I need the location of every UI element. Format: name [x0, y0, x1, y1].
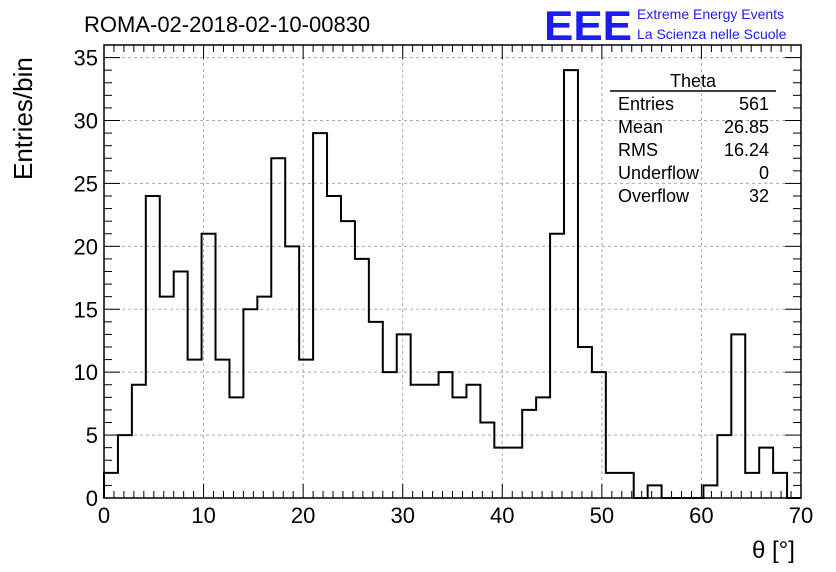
histogram-bin [703, 485, 717, 498]
histogram-bin [648, 485, 662, 498]
histogram-bin [453, 397, 467, 498]
y-tick-label: 15 [74, 297, 98, 322]
stats-title: Theta [670, 71, 717, 91]
histogram-bin [494, 448, 508, 498]
histogram-bin [606, 473, 620, 498]
histogram-bin [480, 423, 494, 499]
histogram-bin [425, 385, 439, 498]
tick-labels: 0 10 20 30 40 50 60 70 0 5 10 15 20 25 30 35 [74, 46, 814, 528]
histogram-bin [522, 410, 536, 498]
y-tick-label: 25 [74, 171, 98, 196]
histogram-bin [243, 309, 257, 498]
histogram-bin [508, 448, 522, 498]
histogram-bin [731, 334, 745, 498]
plot-border [103, 44, 802, 499]
y-tick-label: 5 [86, 423, 98, 448]
histogram-bars [103, 69, 801, 499]
x-tick-label: 20 [291, 503, 315, 528]
histogram-bin [578, 347, 592, 498]
x-tick-label: 70 [789, 503, 813, 528]
x-tick-label: 0 [98, 503, 110, 528]
histogram-bin [271, 158, 285, 498]
y-tick-label: 20 [74, 234, 98, 259]
y-tick-label: 35 [74, 46, 98, 71]
stats-row-value: 16.24 [724, 140, 769, 160]
histogram-bin [257, 297, 271, 498]
histogram-bin [160, 297, 174, 498]
stats-row-value: 32 [749, 186, 769, 206]
stats-row-label: Overflow [618, 186, 690, 206]
histogram-bin [174, 272, 188, 499]
histogram-bin [397, 334, 411, 498]
logo-line-2: La Scienza nelle Scuole [637, 26, 787, 42]
y-axis-title: Entries/bin [8, 57, 38, 180]
histogram-bin [188, 360, 202, 498]
histogram-bin [327, 196, 341, 498]
stats-row-label: Mean [618, 117, 663, 137]
histogram-bin [466, 385, 480, 498]
eee-logo: EEE [544, 2, 632, 49]
stats-row-label: RMS [618, 140, 658, 160]
logo-line-1: Extreme Energy Events [637, 6, 784, 22]
x-tick-label: 60 [689, 503, 713, 528]
run-title: ROMA-02-2018-02-10-00830 [84, 12, 370, 37]
histogram-bin [411, 385, 425, 498]
histogram-step-line [103, 69, 801, 499]
histogram-bin [355, 259, 369, 498]
histogram-bin [536, 397, 550, 498]
histogram-bin [550, 234, 564, 498]
stats-row-label: Underflow [618, 163, 700, 183]
histogram-bin [313, 133, 327, 498]
histogram-bin [717, 435, 731, 498]
histogram-bin [229, 397, 243, 498]
histogram-bin [132, 385, 146, 498]
stats-rows: Entries 561 Mean 26.85 RMS 16.24 Underflow 0 Ove… [618, 94, 769, 206]
histogram-bin [564, 70, 578, 498]
histogram-bin [759, 448, 773, 498]
x-tick-label: 10 [191, 503, 215, 528]
histogram-bin [216, 360, 230, 498]
histogram-bin [299, 360, 313, 498]
histogram-bin [341, 221, 355, 498]
histogram-bin [118, 435, 132, 498]
stats-row-value: 0 [759, 163, 769, 183]
x-tick-label: 40 [490, 503, 514, 528]
histogram-bin [745, 473, 759, 498]
x-tick-label: 50 [590, 503, 614, 528]
stats-row-value: 561 [739, 94, 769, 114]
plot-frame [103, 44, 802, 499]
x-tick-label: 30 [390, 503, 414, 528]
y-tick-label: 10 [74, 360, 98, 385]
stats-row-value: 26.85 [724, 117, 769, 137]
grid-lines [104, 45, 801, 498]
y-tick-label: 30 [74, 109, 98, 134]
axis-ticks [103, 44, 802, 499]
histogram-bin [369, 322, 383, 498]
histogram-bin [146, 196, 160, 498]
x-axis-title: θ [°] [752, 537, 795, 564]
stats-row-label: Entries [618, 94, 674, 114]
histogram-bin [773, 473, 787, 498]
y-tick-label: 0 [86, 486, 98, 511]
stats-box: Theta Entries 561 Mean 26.85 RMS 16.24 Underfl… [610, 71, 776, 206]
